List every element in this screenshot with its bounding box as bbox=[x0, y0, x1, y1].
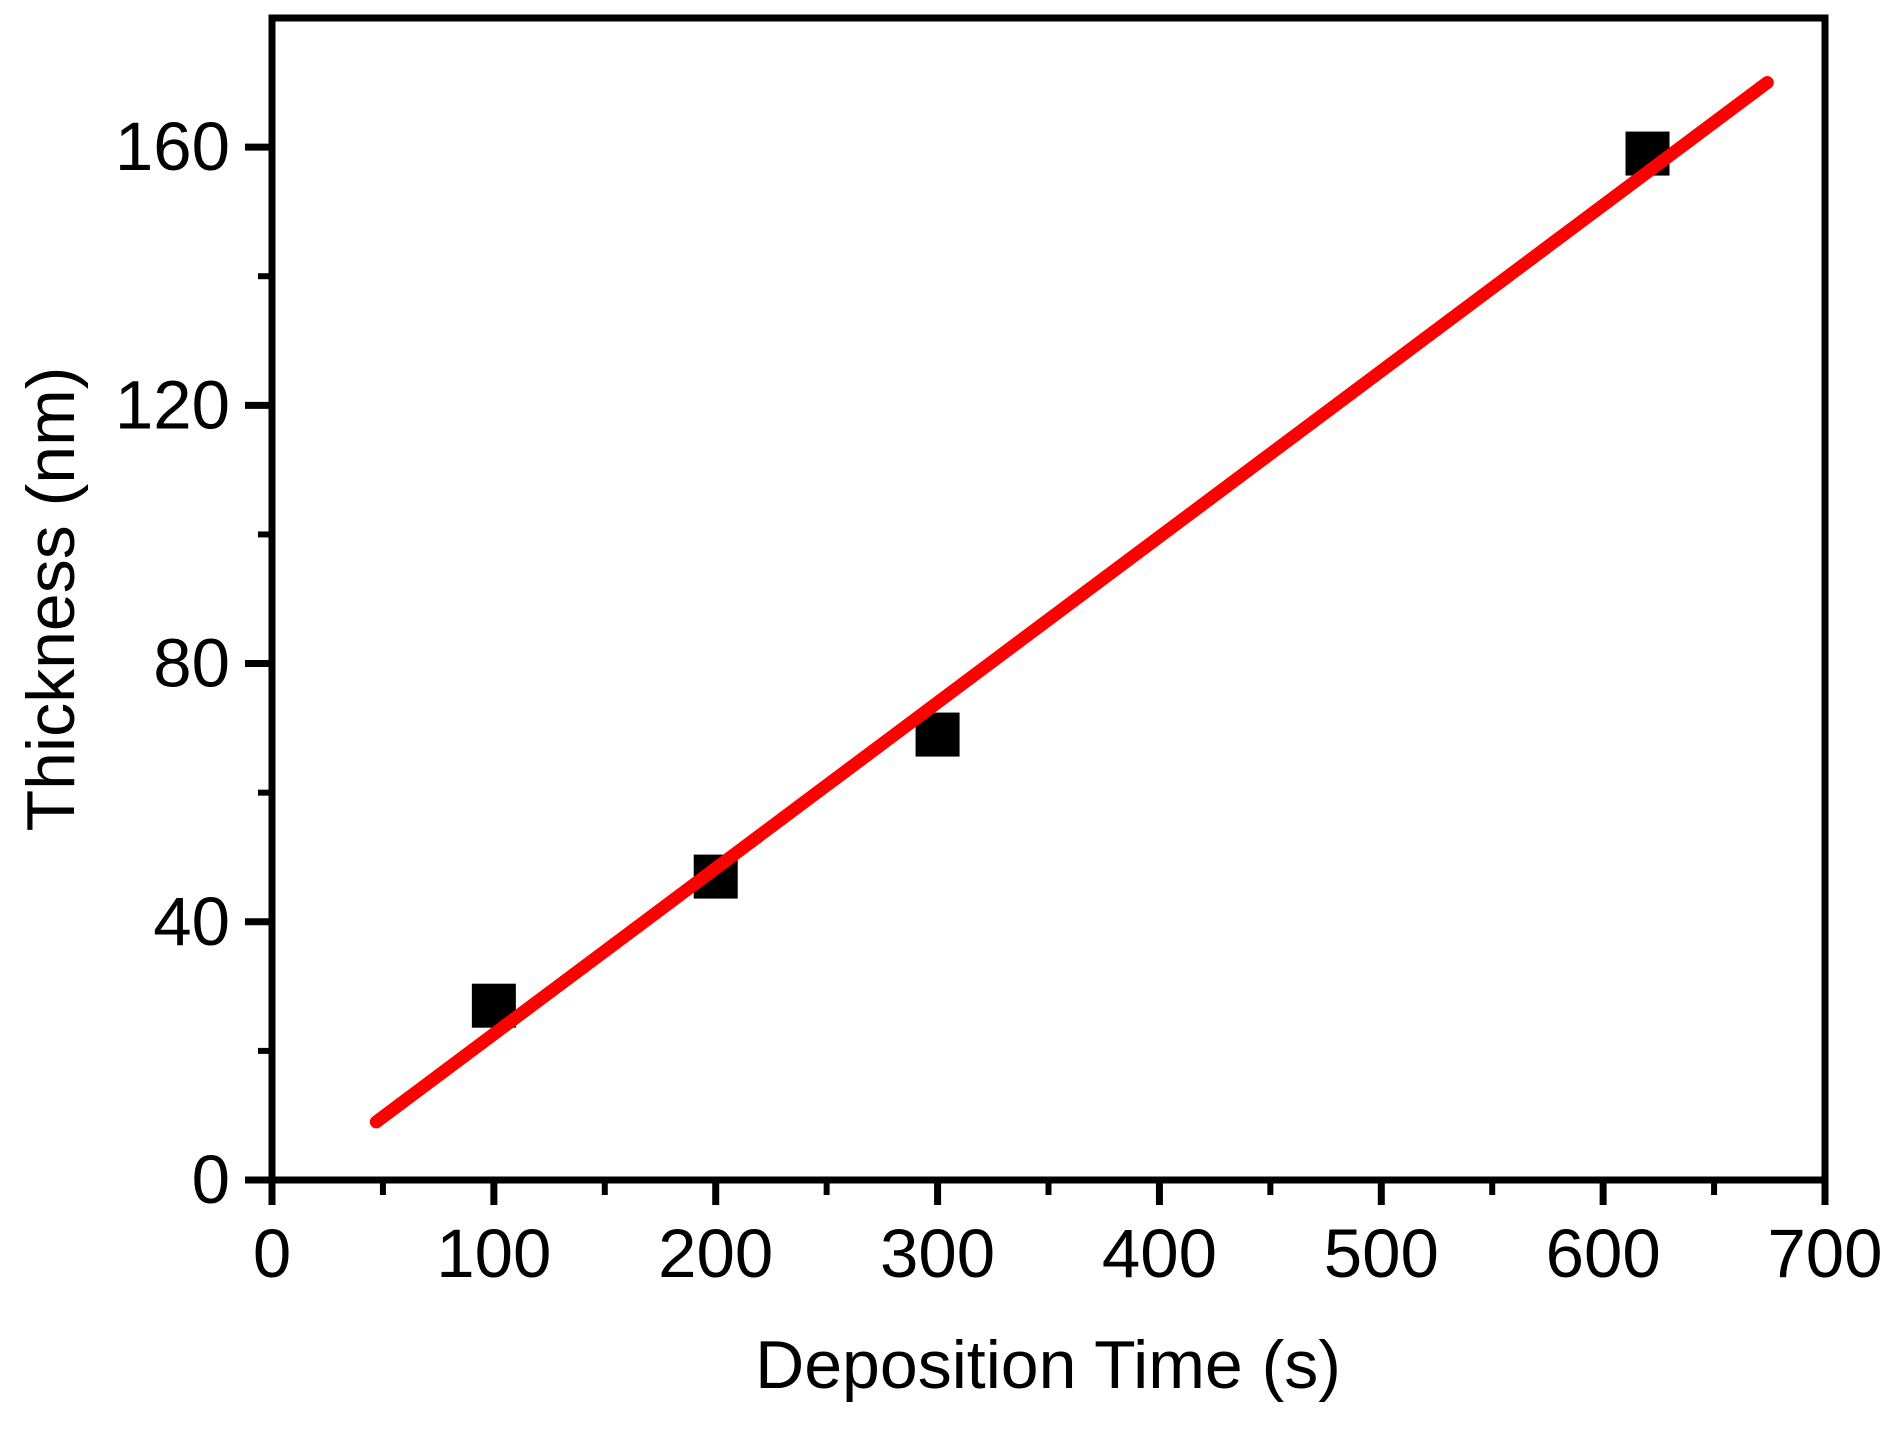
axis-ticks-layer bbox=[245, 143, 1829, 1205]
x-tick-label: 700 bbox=[1767, 1215, 1882, 1292]
x-tick-label: 200 bbox=[658, 1215, 773, 1292]
data-series-layer bbox=[369, 76, 1774, 1129]
y-tick-label: 120 bbox=[115, 366, 230, 443]
x-tick-label: 500 bbox=[1324, 1215, 1439, 1292]
x-axis-title: Deposition Time (s) bbox=[755, 1327, 1341, 1403]
x-tick-label: 400 bbox=[1102, 1215, 1217, 1292]
y-tick-label: 0 bbox=[192, 1141, 230, 1218]
fit-line bbox=[369, 76, 1774, 1129]
x-tick-label: 300 bbox=[880, 1215, 995, 1292]
y-tick-label: 80 bbox=[153, 625, 230, 702]
x-tick-label: 600 bbox=[1546, 1215, 1661, 1292]
tick-labels-layer: 0 100 200 300 400 500 600 700 0 40 80 120 160 bbox=[115, 108, 1883, 1292]
y-axis-title: Thickness (nm) bbox=[13, 367, 89, 832]
x-tick-label: 100 bbox=[436, 1215, 551, 1292]
y-tick-label: 40 bbox=[153, 883, 230, 960]
x-tick-label: 0 bbox=[253, 1215, 291, 1292]
y-tick-label: 160 bbox=[115, 108, 230, 185]
